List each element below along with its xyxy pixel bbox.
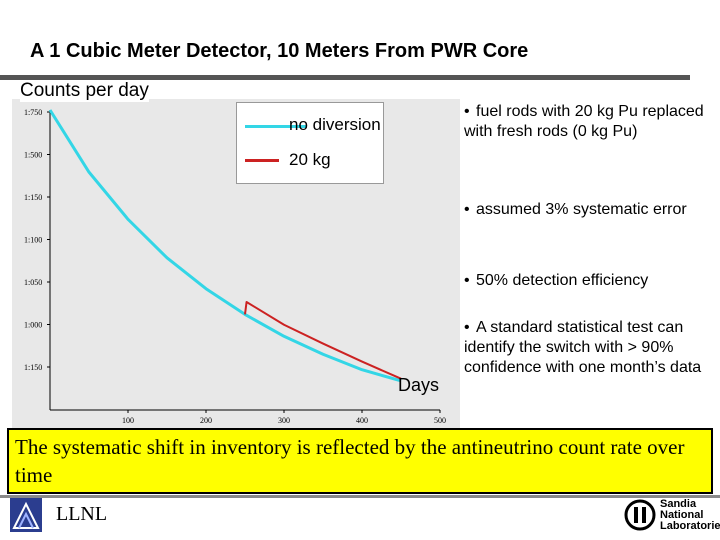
legend-swatch-20kg bbox=[245, 159, 279, 162]
bullet-fuel-rods: • fuel rods with 20 kg Pu replaced with f… bbox=[464, 103, 704, 140]
bullet-text: 50% detection efficiency bbox=[476, 272, 649, 289]
legend-swatch-no-diversion bbox=[245, 125, 307, 128]
series-line-no-diversion bbox=[48, 109, 402, 383]
x-tick-label: 400 bbox=[356, 416, 368, 425]
x-tick-label: 300 bbox=[278, 416, 290, 425]
y-tick-label: 1:000 bbox=[24, 321, 42, 330]
x-tick-label: 200 bbox=[200, 416, 212, 425]
x-tick-label: 100 bbox=[122, 416, 134, 425]
y-axis-label: Counts per day bbox=[20, 80, 149, 102]
chart-legend: no diversion 20 kg bbox=[236, 102, 384, 184]
sandia-logo-icon bbox=[624, 498, 656, 532]
sandia-line: Laboratories bbox=[660, 520, 720, 532]
slide-title: A 1 Cubic Meter Detector, 10 Meters From… bbox=[30, 40, 529, 62]
y-tick-label: 1:150 bbox=[24, 193, 42, 202]
sandia-line: Sandia bbox=[660, 498, 697, 510]
footer-llnl-label: LLNL bbox=[56, 503, 108, 525]
bullet-text: fuel rods with 20 kg Pu replaced with fr… bbox=[464, 103, 704, 140]
x-axis-label: Days bbox=[398, 375, 440, 395]
legend-label-20kg: 20 kg bbox=[289, 150, 331, 169]
y-tick-label: 1:750 bbox=[24, 108, 42, 117]
footer-sandia-label: Sandia National Laboratories bbox=[660, 499, 720, 532]
legend-label-no-diversion: no diversion bbox=[289, 115, 381, 134]
bullet-detection-efficiency: • 50% detection efficiency bbox=[464, 272, 649, 289]
title-rule bbox=[0, 75, 690, 80]
series-line-20kg bbox=[244, 301, 402, 380]
y-tick-label: 1:150 bbox=[24, 363, 42, 372]
x-tick-label: 500 bbox=[434, 416, 446, 425]
footer-rule bbox=[0, 495, 720, 498]
y-tick-label: 1:500 bbox=[24, 151, 42, 160]
llnl-logo-icon bbox=[10, 498, 42, 532]
sandia-line: National bbox=[660, 509, 704, 521]
bullet-statistical-test: • A standard statistical test can identif… bbox=[464, 319, 702, 376]
caption-box: The systematic shift in inventory is ref… bbox=[7, 428, 713, 494]
bullet-systematic-error: • assumed 3% systematic error bbox=[464, 201, 687, 218]
y-tick-label: 1:100 bbox=[24, 236, 42, 245]
bullet-text: A standard statistical test can identify… bbox=[464, 319, 702, 376]
y-tick-label: 1:050 bbox=[24, 278, 42, 287]
bullet-text: assumed 3% systematic error bbox=[476, 201, 687, 218]
